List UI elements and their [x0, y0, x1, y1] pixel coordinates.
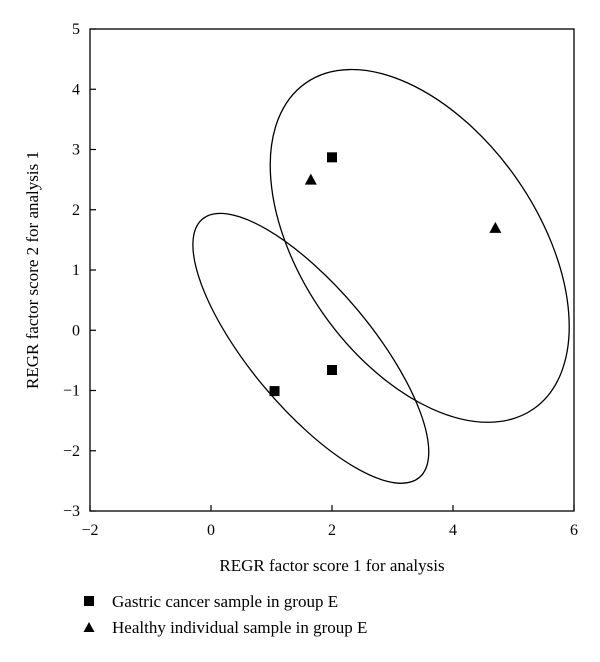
y-tick-label: 0 [72, 322, 80, 339]
x-tick-label: 2 [328, 522, 336, 539]
y-tick-label: 5 [72, 21, 80, 38]
x-tick-label: 0 [207, 522, 215, 539]
legend-label-gastric: Gastric cancer sample in group E [112, 592, 338, 611]
y-tick-label: −3 [63, 503, 80, 520]
y-tick-label: −1 [63, 383, 80, 400]
healthy-individual-point [304, 173, 317, 185]
cluster-ellipse [192, 212, 430, 484]
gastric-cancer-point [327, 365, 337, 376]
y-tick-label: −2 [63, 443, 80, 460]
gastric-cancer-point [269, 386, 280, 397]
plot-frame [89, 28, 575, 512]
gastric-cancer-point [327, 152, 337, 163]
x-tick-label: 6 [570, 522, 578, 539]
healthy-individual-point [489, 221, 502, 233]
x-axis-title: REGR factor score 1 for analysis [219, 556, 444, 575]
legend-marker-healthy-triangle [83, 622, 95, 632]
legend-marker-gastric-square [84, 596, 94, 606]
data-points [269, 152, 502, 397]
y-tick-label: 2 [72, 202, 80, 219]
x-tick-label: 4 [449, 522, 457, 539]
y-tick-label: 1 [72, 262, 80, 279]
y-axis-title: REGR factor score 2 for analysis 1 [23, 151, 42, 389]
confidence-ellipses [192, 68, 570, 484]
cluster-ellipse [269, 68, 570, 423]
y-tick-label: 3 [72, 142, 80, 159]
legend: Gastric cancer sample in group E Healthy… [83, 592, 367, 637]
x-tick-label: −2 [81, 522, 98, 539]
y-tick-label: 4 [72, 81, 80, 98]
legend-label-healthy: Healthy individual sample in group E [112, 618, 367, 637]
